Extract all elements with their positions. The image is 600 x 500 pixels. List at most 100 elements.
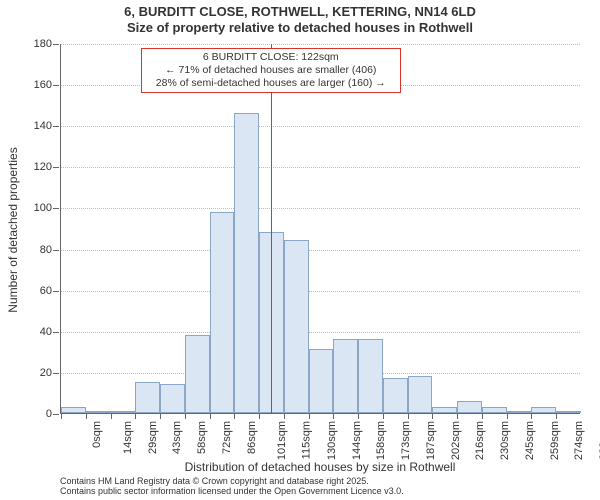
callout-line2: ← 71% of detached houses are smaller (40… <box>146 64 396 77</box>
x-tick-label: 130sqm <box>327 421 338 460</box>
x-tick-label: 259sqm <box>550 421 561 460</box>
chart-container: 6, BURDITT CLOSE, ROTHWELL, KETTERING, N… <box>0 0 600 500</box>
histogram-bar <box>333 339 358 413</box>
y-tick-label: 180 <box>16 39 52 50</box>
y-tick <box>53 126 59 127</box>
callout-box: 6 BURDITT CLOSE: 122sqm← 71% of detached… <box>141 48 401 93</box>
x-tick-label: 14sqm <box>123 421 134 454</box>
chart-title-line1: 6, BURDITT CLOSE, ROTHWELL, KETTERING, N… <box>0 0 600 20</box>
attribution-footer: Contains HM Land Registry data © Crown c… <box>60 476 580 497</box>
footer-line2: Contains public sector information licen… <box>60 486 580 496</box>
x-tick <box>309 413 310 419</box>
x-tick <box>432 413 433 419</box>
chart-title-line2: Size of property relative to detached ho… <box>0 20 600 36</box>
x-tick-label: 202sqm <box>451 421 462 460</box>
gridline <box>61 332 580 333</box>
y-tick <box>53 44 59 45</box>
x-tick-label: 187sqm <box>426 421 437 460</box>
y-tick <box>53 332 59 333</box>
y-tick <box>53 208 59 209</box>
y-tick <box>53 167 59 168</box>
x-tick <box>160 413 161 419</box>
y-tick <box>53 373 59 374</box>
histogram-bar <box>86 411 111 413</box>
footer-line1: Contains HM Land Registry data © Crown c… <box>60 476 580 486</box>
x-tick-label: 43sqm <box>172 421 183 454</box>
histogram-bar <box>556 411 581 413</box>
y-tick-label: 40 <box>16 327 52 338</box>
gridline <box>61 208 580 209</box>
histogram-bar <box>358 339 383 413</box>
gridline <box>61 291 580 292</box>
x-tick <box>259 413 260 419</box>
histogram-bar <box>234 113 259 413</box>
callout-line1: 6 BURDITT CLOSE: 122sqm <box>146 51 396 64</box>
histogram-bar <box>284 240 309 413</box>
histogram-bar <box>185 335 210 413</box>
y-tick <box>53 85 59 86</box>
y-tick-label: 160 <box>16 80 52 91</box>
x-tick <box>531 413 532 419</box>
x-tick-label: 0sqm <box>92 421 103 448</box>
histogram-bar <box>309 349 334 413</box>
x-tick <box>86 413 87 419</box>
x-tick-label: 173sqm <box>401 421 412 460</box>
gridline <box>61 126 580 127</box>
x-tick-label: 216sqm <box>476 421 487 460</box>
x-tick <box>507 413 508 419</box>
histogram-bar <box>135 382 160 413</box>
y-tick-label: 0 <box>16 409 52 420</box>
x-tick-label: 245sqm <box>525 421 536 460</box>
x-tick <box>135 413 136 419</box>
x-tick <box>383 413 384 419</box>
y-tick <box>53 414 59 415</box>
histogram-bar <box>160 384 185 413</box>
x-tick-label: 29sqm <box>148 421 159 454</box>
y-tick-label: 80 <box>16 245 52 256</box>
x-tick <box>457 413 458 419</box>
gridline <box>61 44 580 45</box>
y-tick-label: 60 <box>16 286 52 297</box>
x-tick <box>482 413 483 419</box>
x-tick <box>111 413 112 419</box>
x-tick-label: 144sqm <box>352 421 363 460</box>
x-tick <box>333 413 334 419</box>
histogram-bar <box>383 378 408 413</box>
x-tick-label: 101sqm <box>277 421 288 460</box>
x-tick <box>284 413 285 419</box>
x-tick <box>408 413 409 419</box>
x-tick <box>185 413 186 419</box>
callout-line3: 28% of semi-detached houses are larger (… <box>146 77 396 90</box>
histogram-bar <box>482 407 507 413</box>
histogram-bar <box>531 407 556 413</box>
y-tick-label: 140 <box>16 121 52 132</box>
x-axis-title: Distribution of detached houses by size … <box>60 460 580 474</box>
histogram-bar <box>408 376 433 413</box>
x-tick <box>210 413 211 419</box>
gridline <box>61 250 580 251</box>
histogram-bar <box>111 411 136 413</box>
reference-line <box>271 44 272 413</box>
x-tick-label: 115sqm <box>301 421 312 459</box>
x-tick <box>358 413 359 419</box>
histogram-bar <box>61 407 86 413</box>
x-tick-label: 158sqm <box>377 421 388 460</box>
y-tick <box>53 250 59 251</box>
y-tick-label: 20 <box>16 368 52 379</box>
histogram-bar <box>457 401 482 413</box>
x-tick <box>234 413 235 419</box>
x-tick-label: 230sqm <box>500 421 511 460</box>
histogram-bar <box>210 212 235 413</box>
x-tick-label: 72sqm <box>222 421 233 454</box>
x-tick <box>61 413 62 419</box>
x-tick <box>556 413 557 419</box>
y-tick-label: 100 <box>16 203 52 214</box>
plot-area: 0204060801001201401601800sqm14sqm29sqm43… <box>60 44 580 414</box>
x-tick-label: 58sqm <box>197 421 208 454</box>
x-tick-label: 86sqm <box>247 421 258 454</box>
x-tick-label: 274sqm <box>575 421 586 460</box>
y-tick <box>53 291 59 292</box>
histogram-bar <box>432 407 457 413</box>
y-tick-label: 120 <box>16 162 52 173</box>
gridline <box>61 167 580 168</box>
